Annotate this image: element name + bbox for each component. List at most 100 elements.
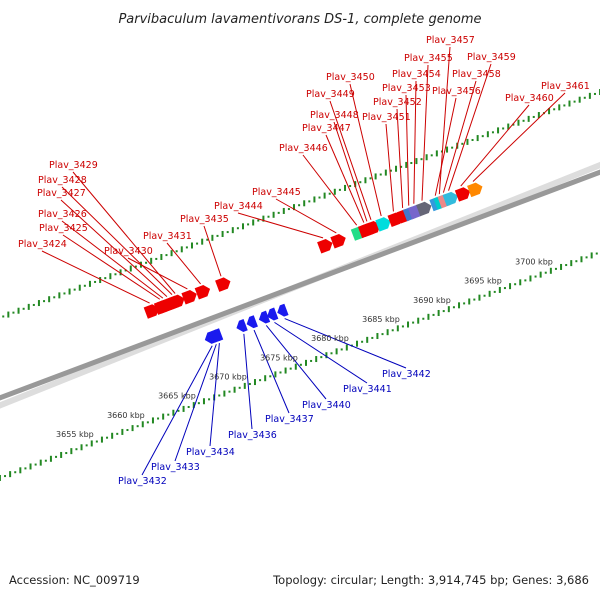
leader-plav-3432 — [141, 345, 213, 476]
gene-plav-3460 — [454, 187, 471, 202]
scale-label-3675: 3675 kbp — [260, 353, 298, 362]
lower-scale-minor-tick — [289, 367, 292, 370]
upper-scale-minor-tick — [553, 108, 556, 111]
lower-scale-minor-tick — [585, 256, 588, 259]
upper-scale-minor-tick — [328, 192, 331, 195]
upper-scale-major-tick — [395, 165, 398, 172]
upper-scale-minor-tick — [83, 284, 86, 287]
lower-scale-minor-tick — [401, 325, 404, 328]
lower-scale-minor-tick — [565, 264, 568, 267]
lower-scale-major-tick — [407, 321, 410, 328]
lower-scale-major-tick — [335, 348, 338, 355]
leader-plav-3458 — [442, 80, 477, 193]
leader-plav-3446 — [302, 154, 358, 226]
topology-text: Topology: circular; Length: 3,914,745 bp… — [273, 573, 589, 587]
upper-scale-minor-tick — [318, 196, 321, 199]
upper-scale-minor-tick — [349, 185, 352, 188]
upper-scale-minor-tick — [43, 300, 46, 303]
upper-scale-minor-tick — [461, 142, 464, 145]
upper-scale-minor-tick — [451, 146, 454, 149]
upper-scale-minor-tick — [32, 303, 35, 306]
leader-plav-3453 — [405, 94, 410, 206]
lower-scale-minor-tick — [126, 429, 129, 432]
scale-label-3695: 3695 kbp — [464, 277, 502, 286]
label-plav-3445: Plav_3445 — [252, 187, 301, 198]
lower-scale-minor-tick — [422, 317, 425, 320]
lower-scale-minor-tick — [371, 336, 374, 339]
upper-scale-minor-tick — [145, 261, 148, 264]
lower-scale-major-tick — [100, 436, 103, 443]
lower-scale-major-tick — [243, 382, 246, 389]
upper-scale-major-tick — [221, 230, 224, 237]
lower-scale-minor-tick — [269, 375, 272, 378]
upper-scale-minor-tick — [175, 250, 178, 253]
upper-scale-major-tick — [282, 207, 285, 214]
lower-scale-minor-tick — [218, 394, 221, 397]
upper-scale-minor-tick — [63, 292, 66, 295]
upper-scale-minor-tick — [563, 104, 566, 107]
upper-scale-major-tick — [201, 238, 204, 245]
lower-scale-minor-tick — [95, 440, 98, 443]
lower-scale-major-tick — [396, 325, 399, 332]
lower-scale-minor-tick — [544, 271, 547, 274]
upper-scale-minor-tick — [410, 162, 413, 165]
label-plav-3426: Plav_3426 — [38, 209, 87, 220]
lower-scale-minor-tick — [310, 359, 313, 362]
upper-scale-major-tick — [344, 184, 347, 191]
leader-plav-3457 — [438, 46, 451, 195]
label-plav-3434: Plav_3434 — [186, 447, 235, 458]
label-plav-3448: Plav_3448 — [310, 110, 359, 121]
upper-scale-major-tick — [527, 115, 530, 122]
gene-plav-3440 — [258, 310, 271, 324]
gene-plav-3461 — [467, 182, 483, 198]
leader-plav-3459 — [448, 63, 492, 191]
lower-scale-minor-tick — [55, 455, 58, 458]
lower-scale-major-tick — [478, 294, 481, 301]
upper-scale-major-tick — [333, 188, 336, 195]
lower-scale-minor-tick — [503, 287, 506, 290]
lower-scale-major-tick — [284, 367, 287, 374]
lower-scale-major-tick — [580, 256, 583, 263]
upper-scale-minor-tick — [400, 165, 403, 168]
gene-plav-3441 — [267, 307, 279, 321]
lower-scale-major-tick — [111, 432, 114, 439]
lower-scale-major-tick — [437, 309, 440, 316]
lower-scale-major-tick — [182, 405, 185, 412]
upper-scale-minor-tick — [338, 188, 341, 191]
upper-scale-major-tick — [293, 204, 296, 211]
gene-plav-3429 — [169, 294, 185, 310]
upper-scale-major-tick — [415, 158, 418, 165]
upper-scale-major-tick — [78, 284, 81, 291]
upper-scale-minor-tick — [196, 242, 199, 245]
lower-scale-major-tick — [325, 352, 328, 359]
leader-plav-3424 — [41, 250, 150, 304]
label-plav-3432: Plav_3432 — [118, 476, 167, 487]
label-plav-3446: Plav_3446 — [279, 143, 328, 154]
upper-scale-minor-tick — [287, 208, 290, 211]
upper-scale-minor-tick — [114, 273, 117, 276]
gene-plav-3450 — [375, 217, 391, 232]
lower-scale-minor-tick — [320, 356, 323, 359]
forward-track-scale — [2, 89, 600, 318]
lower-scale-major-tick — [39, 459, 42, 466]
upper-scale-major-tick — [466, 138, 469, 145]
label-plav-3433: Plav_3433 — [151, 462, 200, 473]
lower-scale-minor-tick — [361, 340, 364, 343]
upper-scale-major-tick — [160, 254, 163, 261]
label-plav-3440: Plav_3440 — [302, 400, 351, 411]
label-plav-3461: Plav_3461 — [541, 81, 590, 92]
upper-scale-minor-tick — [94, 280, 97, 283]
genome-axis — [0, 161, 600, 409]
lower-scale-major-tick — [519, 279, 522, 286]
lower-scale-minor-tick — [85, 444, 88, 447]
lower-scale-minor-tick — [34, 463, 37, 466]
gene-plav-3459 — [442, 191, 458, 207]
lower-scale-major-tick — [509, 283, 512, 290]
lower-scale-major-tick — [417, 317, 420, 324]
label-plav-3451: Plav_3451 — [362, 112, 411, 123]
leader-plav-3455 — [421, 64, 429, 201]
upper-scale-minor-tick — [277, 211, 280, 214]
upper-scale-major-tick — [119, 269, 122, 276]
upper-scale-major-tick — [211, 234, 214, 241]
upper-scale-minor-tick — [2, 315, 5, 318]
